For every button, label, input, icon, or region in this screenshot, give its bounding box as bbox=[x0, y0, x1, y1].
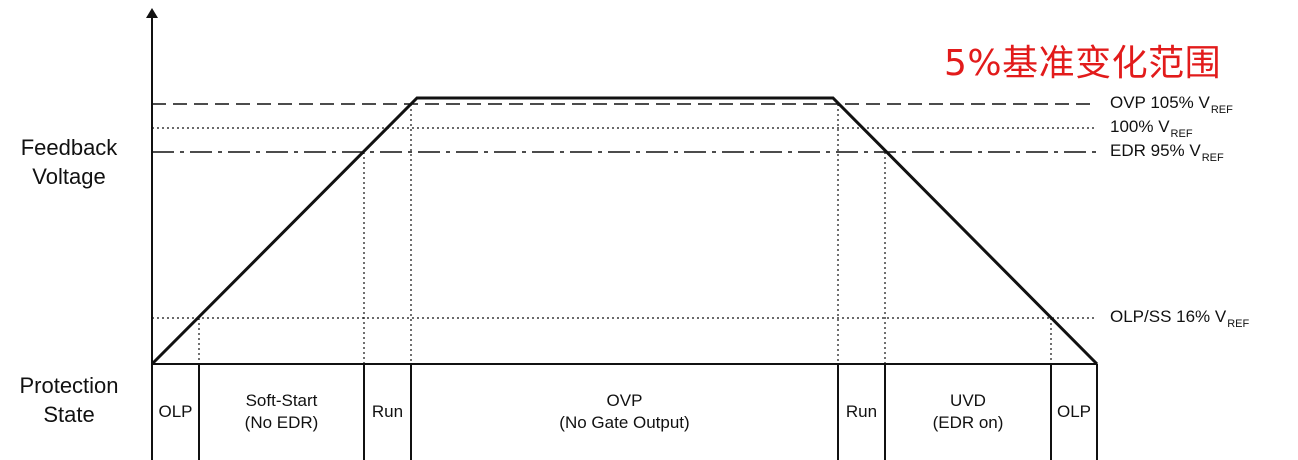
state-run-fall-label: Run bbox=[845, 402, 878, 421]
reference-variation-range-title: 5%基准变化范围 bbox=[944, 43, 1222, 84]
state-ovp-note: (No Gate Output) bbox=[559, 413, 690, 432]
protection-state-label-line2: State bbox=[43, 402, 95, 427]
state-soft-start: Soft-Start (No EDR) bbox=[199, 374, 364, 450]
state-olp-start: OLP bbox=[152, 374, 199, 450]
feedback-voltage-label: Feedback Voltage bbox=[5, 133, 133, 191]
ovp-level-text: OVP 105% V bbox=[1110, 93, 1210, 112]
reference-level-text: 100% V bbox=[1110, 117, 1170, 136]
axis-arrowhead bbox=[146, 8, 158, 18]
feedback-voltage-curve bbox=[150, 96, 1099, 366]
state-run-fall: Run bbox=[838, 374, 885, 450]
state-olp-end-label: OLP bbox=[1056, 402, 1092, 421]
state-uvd-label: UVD bbox=[950, 391, 986, 410]
feedback-voltage-label-line1: Feedback bbox=[20, 135, 118, 160]
reference-level-subscript: REF bbox=[1170, 128, 1193, 140]
state-ovp-label: OVP bbox=[606, 391, 643, 410]
protection-state-label: Protection State bbox=[5, 371, 133, 429]
state-run-rise: Run bbox=[364, 374, 411, 450]
edr-level-text: EDR 95% V bbox=[1110, 141, 1201, 160]
ovp-level-subscript: REF bbox=[1210, 104, 1233, 116]
state-ovp: OVP (No Gate Output) bbox=[411, 374, 838, 450]
state-olp-start-label: OLP bbox=[158, 402, 193, 421]
state-soft-start-label: Soft-Start bbox=[245, 391, 318, 410]
state-soft-start-note: (No EDR) bbox=[244, 413, 319, 432]
ovp-level-label: OVP 105% VREF bbox=[1110, 93, 1233, 116]
state-uvd: UVD (EDR on) bbox=[885, 374, 1051, 450]
state-run-rise-label: Run bbox=[371, 402, 404, 421]
state-uvd-note: (EDR on) bbox=[932, 413, 1004, 432]
olp-level-label: OLP/SS 16% VREF bbox=[1110, 307, 1250, 330]
olp-level-text: OLP/SS 16% V bbox=[1110, 307, 1227, 326]
state-olp-end: OLP bbox=[1051, 374, 1097, 450]
reference-level-label: 100% VREF bbox=[1110, 117, 1193, 140]
edr-level-subscript: REF bbox=[1201, 152, 1224, 164]
protection-state-label-line1: Protection bbox=[19, 373, 119, 398]
edr-level-label: EDR 95% VREF bbox=[1110, 141, 1224, 164]
feedback-voltage-label-line2: Voltage bbox=[32, 164, 106, 189]
olp-level-subscript: REF bbox=[1227, 318, 1250, 330]
